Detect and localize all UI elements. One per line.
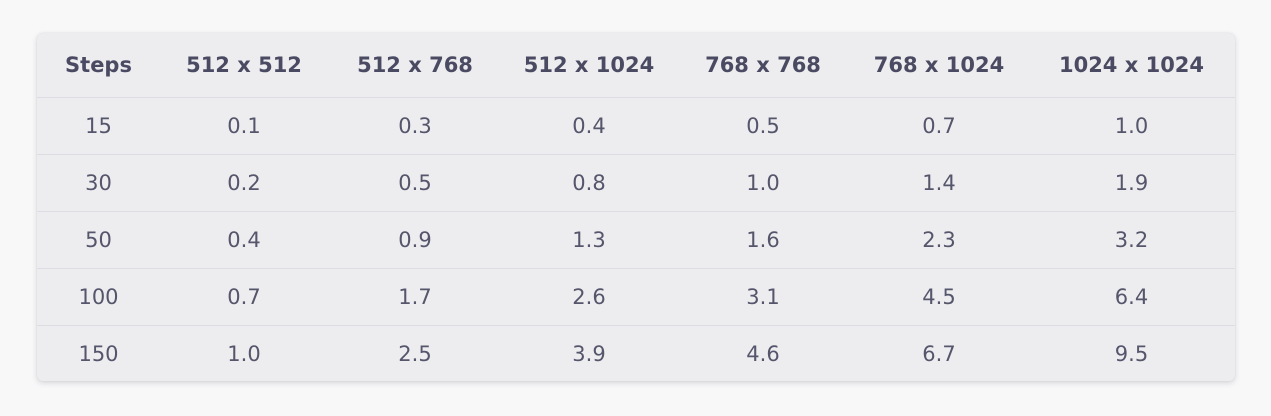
column-header-512x768: 512 x 768 bbox=[328, 33, 502, 98]
table-cell: 2.6 bbox=[502, 268, 676, 326]
table-cell: 0.8 bbox=[502, 154, 676, 212]
table-cell: 1.3 bbox=[502, 211, 676, 269]
table-cell: 1.9 bbox=[1028, 154, 1235, 212]
data-table-card: Steps 512 x 512 512 x 768 512 x 1024 768… bbox=[37, 33, 1235, 381]
table-cell: 6.4 bbox=[1028, 268, 1235, 326]
table-cell: 4.5 bbox=[850, 268, 1028, 326]
table-cell: 0.4 bbox=[502, 97, 676, 155]
table-cell: 0.5 bbox=[328, 154, 502, 212]
column-header-512x1024: 512 x 1024 bbox=[502, 33, 676, 98]
table-cell: 0.7 bbox=[160, 268, 328, 326]
column-header-1024x1024: 1024 x 1024 bbox=[1028, 33, 1235, 98]
table-cell: 2.5 bbox=[398, 342, 432, 366]
table-cell: 3.1 bbox=[676, 268, 850, 326]
table-cell: 0.4 bbox=[160, 211, 328, 269]
table-row: 100 0.7 1.7 2.6 3.1 4.5 6.4 bbox=[37, 268, 1235, 326]
table-cell: 1.4 bbox=[850, 154, 1028, 212]
table-cell: 1.7 bbox=[328, 268, 502, 326]
table-cell: 0.1 bbox=[160, 97, 328, 155]
table-row: 15 0.1 0.3 0.4 0.5 0.7 1.0 bbox=[37, 97, 1235, 155]
table-cell: 9.5 bbox=[1114, 342, 1149, 366]
table-cell: 100 bbox=[37, 268, 160, 326]
table-cell: 4.6 bbox=[746, 342, 780, 366]
column-header-768x1024: 768 x 1024 bbox=[850, 33, 1028, 98]
table-row: 150 1.0 2.5 3.9 4.6 6.7 9.5 bbox=[37, 326, 1235, 382]
steps-resolution-table: Steps 512 x 512 512 x 768 512 x 1024 768… bbox=[37, 33, 1235, 381]
table-cell: 15 bbox=[37, 97, 160, 155]
table-cell: 30 bbox=[37, 154, 160, 212]
table-cell: 3.9 bbox=[572, 342, 606, 366]
table-cell: 0.5 bbox=[676, 97, 850, 155]
table-cell: 0.9 bbox=[328, 211, 502, 269]
table-row: 50 0.4 0.9 1.3 1.6 2.3 3.2 bbox=[37, 211, 1235, 269]
table-cell: 3.2 bbox=[1028, 211, 1235, 269]
table-cell: 0.2 bbox=[160, 154, 328, 212]
table-header-row: Steps 512 x 512 512 x 768 512 x 1024 768… bbox=[37, 33, 1235, 98]
table-cell: 2.3 bbox=[850, 211, 1028, 269]
table-cell: 6.7 bbox=[922, 342, 956, 366]
table-cell: 1.0 bbox=[1028, 97, 1235, 155]
column-header-steps: Steps bbox=[37, 33, 160, 98]
table-cell: 1.6 bbox=[676, 211, 850, 269]
table-cell: 50 bbox=[37, 211, 160, 269]
column-header-768x768: 768 x 768 bbox=[676, 33, 850, 98]
table-cell: 150 bbox=[78, 342, 119, 366]
table-row: 30 0.2 0.5 0.8 1.0 1.4 1.9 bbox=[37, 154, 1235, 212]
column-header-512x512: 512 x 512 bbox=[160, 33, 328, 98]
table-cell: 1.0 bbox=[227, 342, 261, 366]
table-cell: 0.3 bbox=[328, 97, 502, 155]
table-cell: 0.7 bbox=[850, 97, 1028, 155]
table-cell: 1.0 bbox=[676, 154, 850, 212]
